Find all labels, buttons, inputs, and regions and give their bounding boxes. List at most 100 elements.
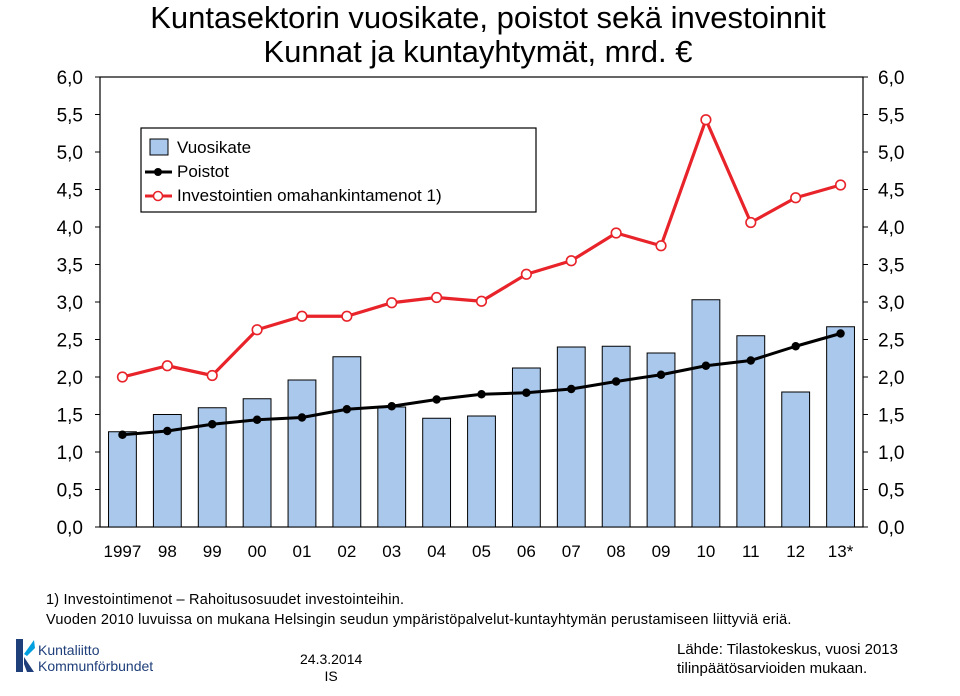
bar-vuosikate-07	[556, 346, 586, 528]
bar-vuosikate-08	[601, 345, 631, 528]
bar-vuosikate-1997	[108, 431, 137, 528]
point-98	[163, 426, 172, 436]
point-05	[477, 390, 486, 399]
y-tick-label-left: 4,0	[57, 218, 83, 239]
footer-date: 24.3.2014 IS	[300, 651, 362, 685]
y-tick-label-right: 3,0	[878, 293, 904, 314]
y-tick-label-right: 6,0	[878, 68, 904, 89]
bar-series	[108, 299, 855, 528]
x-tick-label: 99	[203, 542, 222, 561]
bar-vuosikate-13*	[826, 326, 855, 528]
x-tick-label: 01	[293, 542, 312, 561]
y-tick-label-right: 2,0	[878, 368, 904, 389]
y-tick-label-left: 5,5	[57, 106, 83, 127]
y-tick-label-left: 0,5	[57, 481, 83, 502]
x-tick-label: 06	[517, 542, 536, 561]
investointi-series	[116, 114, 847, 383]
y-tick-label-left: 6,0	[57, 68, 83, 89]
kuntaliitto-logo: Kuntaliitto Kommunförbundet	[14, 636, 194, 684]
point-02	[342, 405, 352, 414]
legend-box	[140, 127, 537, 213]
legend-marker-poistot	[154, 168, 162, 176]
point-12	[791, 342, 800, 351]
point-01	[297, 413, 307, 422]
point-10	[701, 361, 711, 370]
bar-vuosikate-02	[332, 356, 362, 528]
x-tick-label: 05	[472, 542, 491, 561]
point-10	[700, 114, 712, 126]
point-99	[208, 420, 217, 429]
y-tick-label-left: 5,0	[57, 143, 83, 164]
point-02	[341, 310, 353, 322]
point-01	[296, 310, 308, 322]
point-05	[475, 295, 488, 307]
point-08	[610, 227, 622, 239]
bar-vuosikate-12	[781, 391, 811, 528]
y-tick-label-right: 4,0	[878, 218, 904, 239]
point-11	[746, 356, 755, 365]
y-tick-label-left: 3,5	[57, 256, 83, 277]
footer-source: Lähde: Tilastokeskus, vuosi 2013 tilinpä…	[677, 640, 898, 678]
point-00	[252, 415, 262, 424]
y-tick-label-left: 1,5	[57, 406, 83, 427]
footer-initials: IS	[324, 668, 338, 684]
bar-vuosikate-09	[646, 352, 676, 528]
point-07	[565, 255, 577, 267]
point-1997	[116, 371, 129, 383]
y-tick-label-left: 2,0	[57, 368, 83, 389]
point-13*	[836, 329, 845, 338]
x-tick-label: 02	[337, 542, 356, 561]
point-09	[656, 370, 666, 379]
x-tick-label: 04	[427, 542, 446, 561]
x-tick-label: 03	[382, 542, 401, 561]
y-tick-label-right: 5,0	[878, 143, 904, 164]
x-tick-label: 13*	[828, 542, 854, 561]
y-tick-label-right: 1,0	[878, 443, 904, 464]
legend-swatch-vuosikate	[149, 138, 169, 156]
logo-text-1: Kuntaliitto	[38, 642, 100, 658]
point-04	[431, 291, 443, 304]
point-03	[387, 402, 396, 411]
x-axis: 1997 98 99 00 01 02 03 04 05 06 07 08 09 10 11 12 13*	[104, 542, 854, 561]
point-04	[432, 395, 441, 404]
poistot-series	[118, 329, 845, 439]
legend-label-investointi: Investointien omahankintamenot 1)	[177, 186, 442, 205]
logo-text-2: Kommunförbundet	[38, 658, 154, 674]
footnote-1: 1) Investointimenot – Rahoitusosuudet in…	[46, 592, 405, 608]
y-tick-label-right: 0,0	[878, 518, 904, 539]
y-tick-label-right: 2,5	[878, 331, 904, 352]
point-07	[567, 384, 576, 394]
y-tick-label-right: 4,5	[878, 181, 904, 202]
y-tick-label-left: 0,0	[57, 518, 83, 539]
y-tick-label-left: 4,5	[57, 181, 83, 202]
point-06	[522, 388, 531, 397]
x-tick-label: 10	[696, 542, 715, 561]
footer-source-1: Lähde: Tilastokeskus, vuosi 2013	[677, 641, 898, 658]
bar-vuosikate-11	[736, 335, 766, 528]
legend-label-vuosikate: Vuosikate	[177, 138, 251, 157]
footer-source-2: tilinpäätösarvioiden mukaan.	[677, 660, 868, 677]
x-tick-label: 12	[786, 542, 805, 561]
bar-vuosikate-01	[287, 379, 317, 528]
x-tick-label: 00	[248, 542, 267, 561]
y-tick-label-left: 2,5	[57, 331, 83, 352]
bar-vuosikate-10	[691, 299, 721, 528]
point-98	[161, 360, 173, 372]
legend-marker-investointi	[152, 190, 164, 202]
y-tick-label-left: 3,0	[57, 293, 83, 314]
point-1997	[118, 430, 127, 439]
point-03	[386, 297, 398, 309]
x-tick-label: 07	[562, 542, 581, 561]
legend-label-poistot: Poistot	[177, 162, 229, 181]
point-99	[206, 369, 218, 382]
logo-mark-icon	[16, 639, 35, 672]
legend: Vuosikate Poistot Investointien omahanki…	[140, 127, 537, 213]
point-06	[520, 268, 532, 280]
x-tick-label: 1997	[104, 542, 142, 561]
y-axis-left: 0,0 0,5 1,0 1,5 2,0 2,5 3,0 3,5 4,0 4,5 5,0 5,5 6,0	[57, 68, 100, 539]
x-tick-label: 08	[607, 542, 626, 561]
y-tick-label-right: 0,5	[878, 481, 904, 502]
bar-vuosikate-05	[467, 415, 496, 528]
chart-subtitle: Kunnat ja kuntayhtymät, mrd. €	[263, 34, 692, 69]
y-tick-label-right: 1,5	[878, 406, 904, 427]
